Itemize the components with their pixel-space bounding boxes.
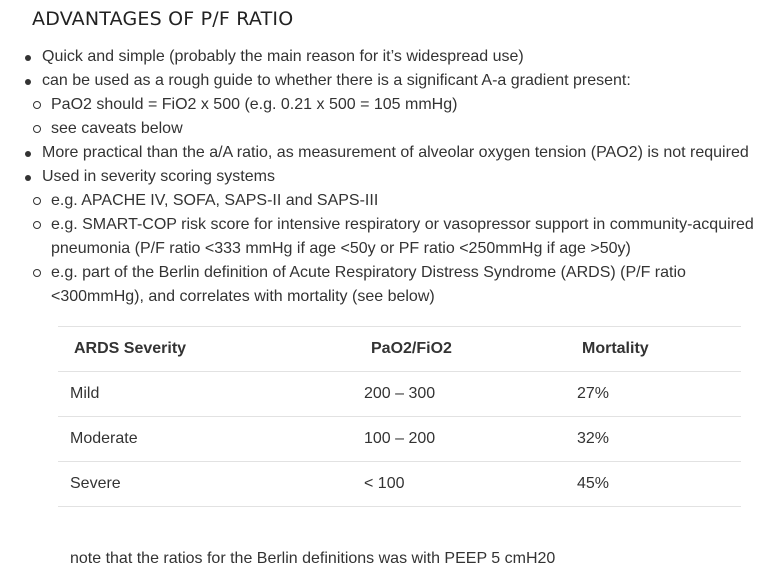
bullet-disc-icon [25,79,31,85]
table-row: Moderate 100 – 200 32% [58,416,741,462]
list-item: can be used as a rough guide to whether … [42,72,631,89]
bullet-circle-icon [33,221,41,229]
bullet-disc-icon [25,175,31,181]
table-row: Severe < 100 45% [58,461,741,507]
table-cell: 200 – 300 [364,371,577,417]
list-subitem: e.g. part of the Berlin definition of Ac… [51,264,686,281]
table-header-row: ARDS Severity PaO2/FiO2 Mortality [58,326,741,372]
bullet-disc-icon [25,55,31,61]
column-header: ARDS Severity [58,326,364,372]
table-cell: Moderate [58,416,364,462]
ards-severity-table: ARDS Severity PaO2/FiO2 Mortality Mild 2… [58,326,741,507]
column-header: Mortality [577,326,741,372]
list-subitem: e.g. SMART-COP risk score for intensive … [51,216,754,233]
list-item: Quick and simple (probably the main reas… [42,48,524,65]
bullet-circle-icon [33,101,41,109]
bullet-circle-icon [33,197,41,205]
table-row: Mild 200 – 300 27% [58,371,741,417]
list-subitem: e.g. APACHE IV, SOFA, SAPS-II and SAPS-I… [51,192,379,209]
table-cell: 32% [577,416,741,462]
list-subitem-continuation: <300mmHg), and correlates with mortality… [51,288,435,305]
list-subitem: see caveats below [51,120,183,137]
footnote: note that the ratios for the Berlin defi… [70,550,556,567]
bullet-disc-icon [25,151,31,157]
list-subitem-continuation: pneumonia (P/F ratio <333 mmHg if age <5… [51,240,631,257]
table-cell: 45% [577,461,741,507]
list-item: Used in severity scoring systems [42,168,275,185]
table-cell: Severe [58,461,364,507]
section-heading: ADVANTAGES OF P/F RATIO [32,8,294,30]
list-item: More practical than the a/A ratio, as me… [42,144,749,161]
list-subitem: PaO2 should = FiO2 x 500 (e.g. 0.21 x 50… [51,96,458,113]
column-header: PaO2/FiO2 [364,326,577,372]
table-cell: < 100 [364,461,577,507]
table-cell: 100 – 200 [364,416,577,462]
bullet-circle-icon [33,125,41,133]
bullet-circle-icon [33,269,41,277]
table-cell: 27% [577,371,741,417]
table-cell: Mild [58,371,364,417]
